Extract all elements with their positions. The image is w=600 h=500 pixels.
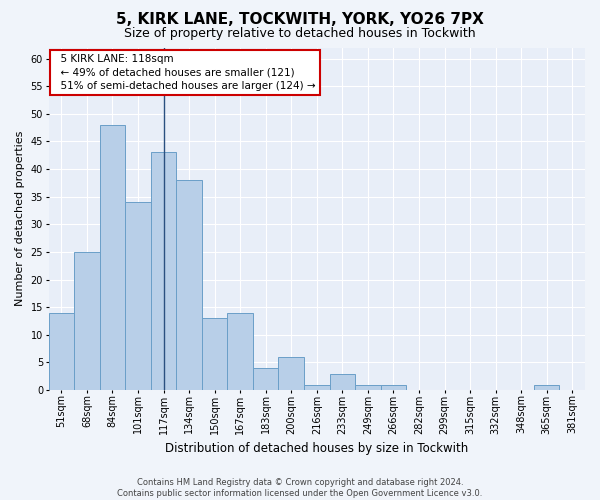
Bar	[534, 384, 559, 390]
Text: Size of property relative to detached houses in Tockwith: Size of property relative to detached ho…	[124, 28, 476, 40]
Bar	[278, 357, 304, 390]
Bar	[176, 180, 202, 390]
Bar	[227, 313, 253, 390]
Bar	[253, 368, 278, 390]
X-axis label: Distribution of detached houses by size in Tockwith: Distribution of detached houses by size …	[165, 442, 469, 455]
Bar	[49, 313, 74, 390]
Bar	[125, 202, 151, 390]
Bar	[100, 125, 125, 390]
Bar	[329, 374, 355, 390]
Bar	[202, 318, 227, 390]
Bar	[355, 384, 380, 390]
Text: 5 KIRK LANE: 118sqm
  ← 49% of detached houses are smaller (121)
  51% of semi-d: 5 KIRK LANE: 118sqm ← 49% of detached ho…	[54, 54, 316, 91]
Bar	[74, 252, 100, 390]
Text: 5, KIRK LANE, TOCKWITH, YORK, YO26 7PX: 5, KIRK LANE, TOCKWITH, YORK, YO26 7PX	[116, 12, 484, 28]
Bar	[151, 152, 176, 390]
Bar	[304, 384, 329, 390]
Y-axis label: Number of detached properties: Number of detached properties	[15, 131, 25, 306]
Text: Contains HM Land Registry data © Crown copyright and database right 2024.
Contai: Contains HM Land Registry data © Crown c…	[118, 478, 482, 498]
Bar	[380, 384, 406, 390]
